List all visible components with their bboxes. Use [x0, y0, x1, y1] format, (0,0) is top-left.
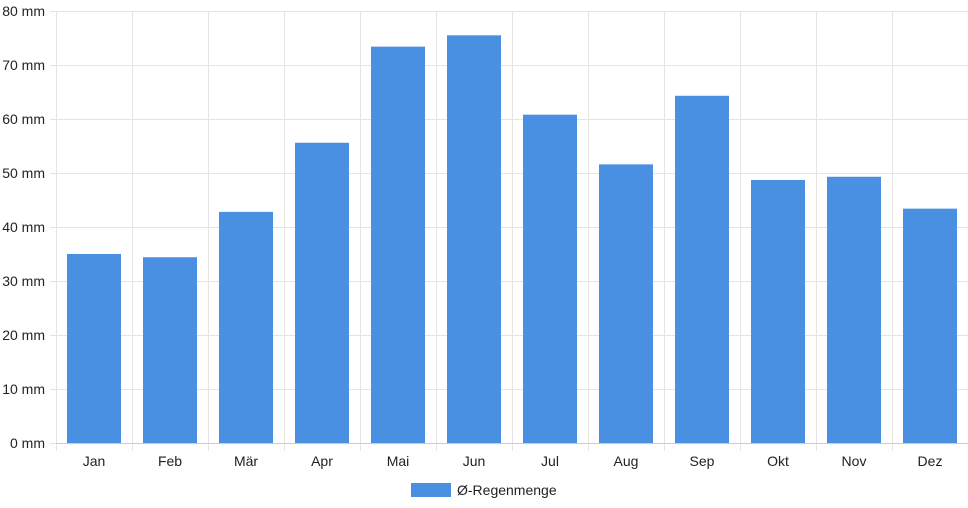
y-tick-label: 0 mm — [10, 435, 45, 451]
grid-lines — [50, 11, 968, 451]
y-tick-label: 10 mm — [2, 381, 45, 397]
y-tick-label: 70 mm — [2, 57, 45, 73]
x-tick-label: Mär — [234, 453, 258, 469]
legend-swatch[interactable] — [411, 483, 451, 497]
y-tick-label: 50 mm — [2, 165, 45, 181]
bar-dez[interactable] — [903, 208, 957, 443]
bar-okt[interactable] — [751, 180, 805, 443]
bar-feb[interactable] — [143, 257, 197, 443]
x-tick-label: Okt — [767, 453, 789, 469]
y-axis-tick-labels: 0 mm 10 mm 20 mm 30 mm 40 mm 50 mm 60 mm 70 mm 8… — [2, 3, 45, 451]
x-tick-label: Sep — [690, 453, 715, 469]
legend[interactable]: Ø-Regenmenge — [411, 482, 557, 498]
bar-mär[interactable] — [219, 211, 273, 443]
bar-jul[interactable] — [523, 114, 577, 444]
x-tick-label: Aug — [614, 453, 639, 469]
x-axis-tick-labels: Jan Feb Mär Apr Mai Jun Jul Aug Sep Okt Nov Dez — [83, 453, 943, 469]
legend-label[interactable]: Ø-Regenmenge — [457, 482, 557, 498]
y-tick-label: 20 mm — [2, 327, 45, 343]
bar-jun[interactable] — [447, 35, 501, 444]
x-tick-label: Apr — [311, 453, 333, 469]
bar-mai[interactable] — [371, 46, 425, 443]
bar-nov[interactable] — [827, 176, 881, 443]
bar-apr[interactable] — [295, 142, 349, 443]
x-tick-label: Dez — [918, 453, 943, 469]
x-tick-label: Nov — [842, 453, 867, 469]
y-tick-label: 60 mm — [2, 111, 45, 127]
bar-aug[interactable] — [599, 164, 653, 444]
y-tick-label: 80 mm — [2, 3, 45, 19]
x-tick-label: Jan — [83, 453, 106, 469]
y-tick-label: 30 mm — [2, 273, 45, 289]
x-tick-label: Jun — [463, 453, 486, 469]
x-tick-label: Jul — [541, 453, 559, 469]
bars — [67, 35, 957, 444]
x-tick-label: Mai — [387, 453, 410, 469]
bar-jan[interactable] — [67, 254, 121, 443]
y-tick-label: 40 mm — [2, 219, 45, 235]
x-tick-label: Feb — [158, 453, 182, 469]
bar-sep[interactable] — [675, 95, 729, 443]
